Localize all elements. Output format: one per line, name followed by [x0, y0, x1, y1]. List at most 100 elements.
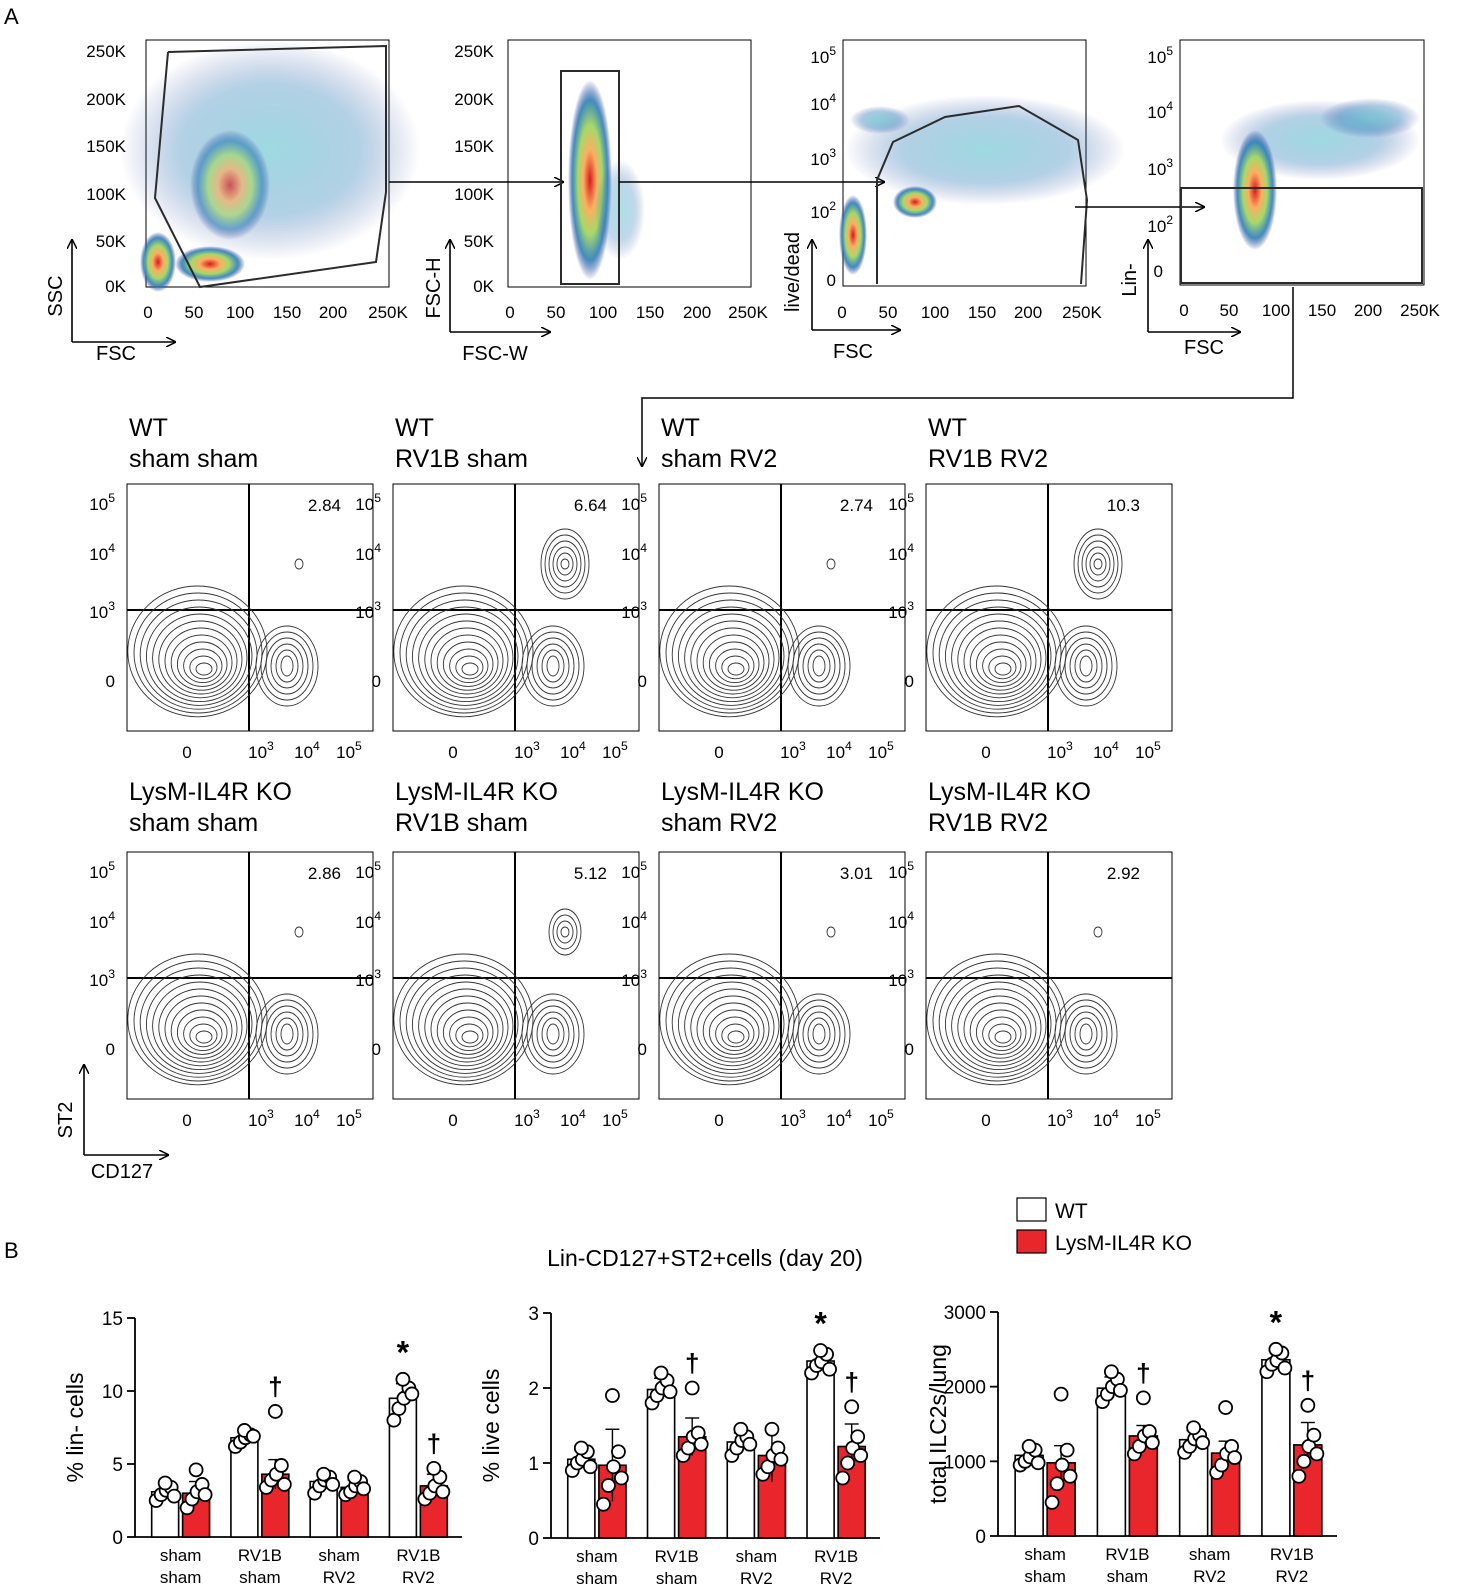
y-tick: 0	[905, 1040, 914, 1059]
contour-line	[133, 592, 263, 714]
bar-chart: 0 1 2 3 % live cells sham sham RV1B sham † sham RV2…	[478, 1304, 880, 1588]
y-tick: 102	[810, 199, 836, 222]
contour-line	[696, 995, 770, 1063]
x-tick: 103	[780, 1107, 806, 1130]
contour-line	[255, 993, 319, 1075]
contour-line	[436, 1002, 499, 1059]
quadrant-percentage: 2.74	[840, 496, 873, 515]
y-tick: 103	[810, 146, 836, 169]
data-point	[1268, 1341, 1284, 1357]
category-label: sham	[736, 1547, 778, 1566]
contour-line	[792, 999, 846, 1069]
contour-line	[294, 558, 304, 570]
data-point	[1053, 1386, 1069, 1402]
data-point	[1306, 1427, 1322, 1443]
data-point	[764, 1421, 780, 1437]
contour-line	[418, 981, 514, 1071]
x-tick: 50	[185, 303, 204, 322]
data-point	[1309, 1446, 1325, 1462]
data-point	[742, 1436, 758, 1452]
contour-line	[526, 631, 580, 701]
contour-line	[727, 1030, 745, 1044]
contour-line	[560, 558, 570, 570]
x-tick: 0	[714, 1111, 723, 1130]
data-point	[356, 1481, 371, 1497]
contour-line	[521, 625, 585, 707]
contour-line	[170, 1002, 233, 1059]
contour-line	[665, 960, 795, 1082]
x-tick: 200	[319, 303, 347, 322]
data-point	[197, 1487, 213, 1503]
x-tick: 104	[560, 1107, 586, 1130]
y-tick: 104	[355, 909, 381, 932]
significance-dagger: †	[268, 1371, 282, 1401]
contour-line	[684, 613, 780, 703]
category-label: RV1B	[396, 1546, 440, 1565]
contour-line	[195, 1030, 213, 1044]
contour-line	[424, 988, 509, 1067]
contour-line	[926, 953, 1067, 1086]
y-tick: 103	[888, 967, 914, 990]
y-axis-label: FSC-H	[423, 257, 445, 318]
significance-star: *	[814, 1306, 827, 1342]
contour-line	[944, 606, 1052, 706]
contour-line	[715, 648, 755, 684]
contour-line	[536, 643, 570, 689]
data-point	[1030, 1455, 1046, 1471]
contour-line	[430, 627, 504, 695]
contour-line	[133, 960, 263, 1082]
contour-line	[544, 534, 586, 594]
x-axis-label: FSC	[833, 341, 873, 363]
legend-swatch-ko	[1016, 1229, 1047, 1254]
contour-line	[1089, 552, 1107, 576]
contour-line	[541, 649, 565, 683]
y-tick: 105	[1147, 44, 1173, 67]
contour-panel: WT sham sham 2.84 105 104 103 0 0 103 104 105	[89, 414, 374, 762]
y-tick: 100K	[454, 185, 494, 204]
y-tick: 0	[905, 672, 914, 691]
category-label: RV1B	[655, 1547, 699, 1566]
contour-line	[938, 599, 1057, 710]
category-label: sham	[1107, 1567, 1149, 1586]
y-tick: 105	[888, 859, 914, 882]
y-tick: 105	[888, 491, 914, 514]
contour-line	[556, 552, 574, 576]
contour-line	[275, 1017, 299, 1051]
cd127-axis-label: CD127	[91, 1161, 153, 1183]
y-tick: 105	[621, 491, 647, 514]
contour-line	[127, 585, 268, 718]
x-tick: 105	[602, 1107, 628, 1130]
contour-line	[195, 662, 213, 676]
data-point	[426, 1460, 442, 1476]
y-tick-label: 1000	[944, 1452, 986, 1473]
bar-chart: 0 1000 2000 3000 total ILC2s/lung sham sham RV1…	[925, 1303, 1337, 1586]
contour-line	[260, 999, 314, 1069]
y-tick: 104	[89, 909, 115, 932]
y-tick: 103	[621, 599, 647, 622]
contour-line	[158, 620, 243, 699]
contour-line	[139, 967, 258, 1078]
panel-treatment: RV1B sham	[395, 809, 528, 837]
contour-line	[975, 1009, 1027, 1055]
data-point	[605, 1388, 620, 1403]
x-tick: 250K	[1400, 301, 1440, 320]
data-point	[601, 1478, 616, 1493]
category-label: RV1B	[1105, 1545, 1149, 1564]
contour-line	[982, 1016, 1022, 1052]
x-tick: 0	[182, 743, 191, 762]
contour-line	[1079, 1023, 1093, 1045]
y-axis-label: total ILC2s/lung	[925, 1344, 951, 1504]
contour-line	[405, 599, 524, 710]
contour-line	[671, 599, 790, 710]
y-tick: 104	[355, 541, 381, 564]
contour-line	[552, 546, 578, 582]
quadrant-percentage: 3.01	[840, 864, 873, 883]
density-cluster	[839, 195, 867, 275]
quadrant-percentage: 2.84	[308, 496, 341, 515]
contour-line	[294, 926, 304, 938]
contour-panel: LysM-IL4R KO sham sham 2.86 105 104 103 0 0 103 1…	[89, 778, 374, 1130]
x-tick: 104	[1093, 1107, 1119, 1130]
x-tick: 0	[981, 1111, 990, 1130]
x-tick: 103	[780, 739, 806, 762]
legend-label-ko: LysM-IL4R KO	[1055, 1232, 1192, 1255]
